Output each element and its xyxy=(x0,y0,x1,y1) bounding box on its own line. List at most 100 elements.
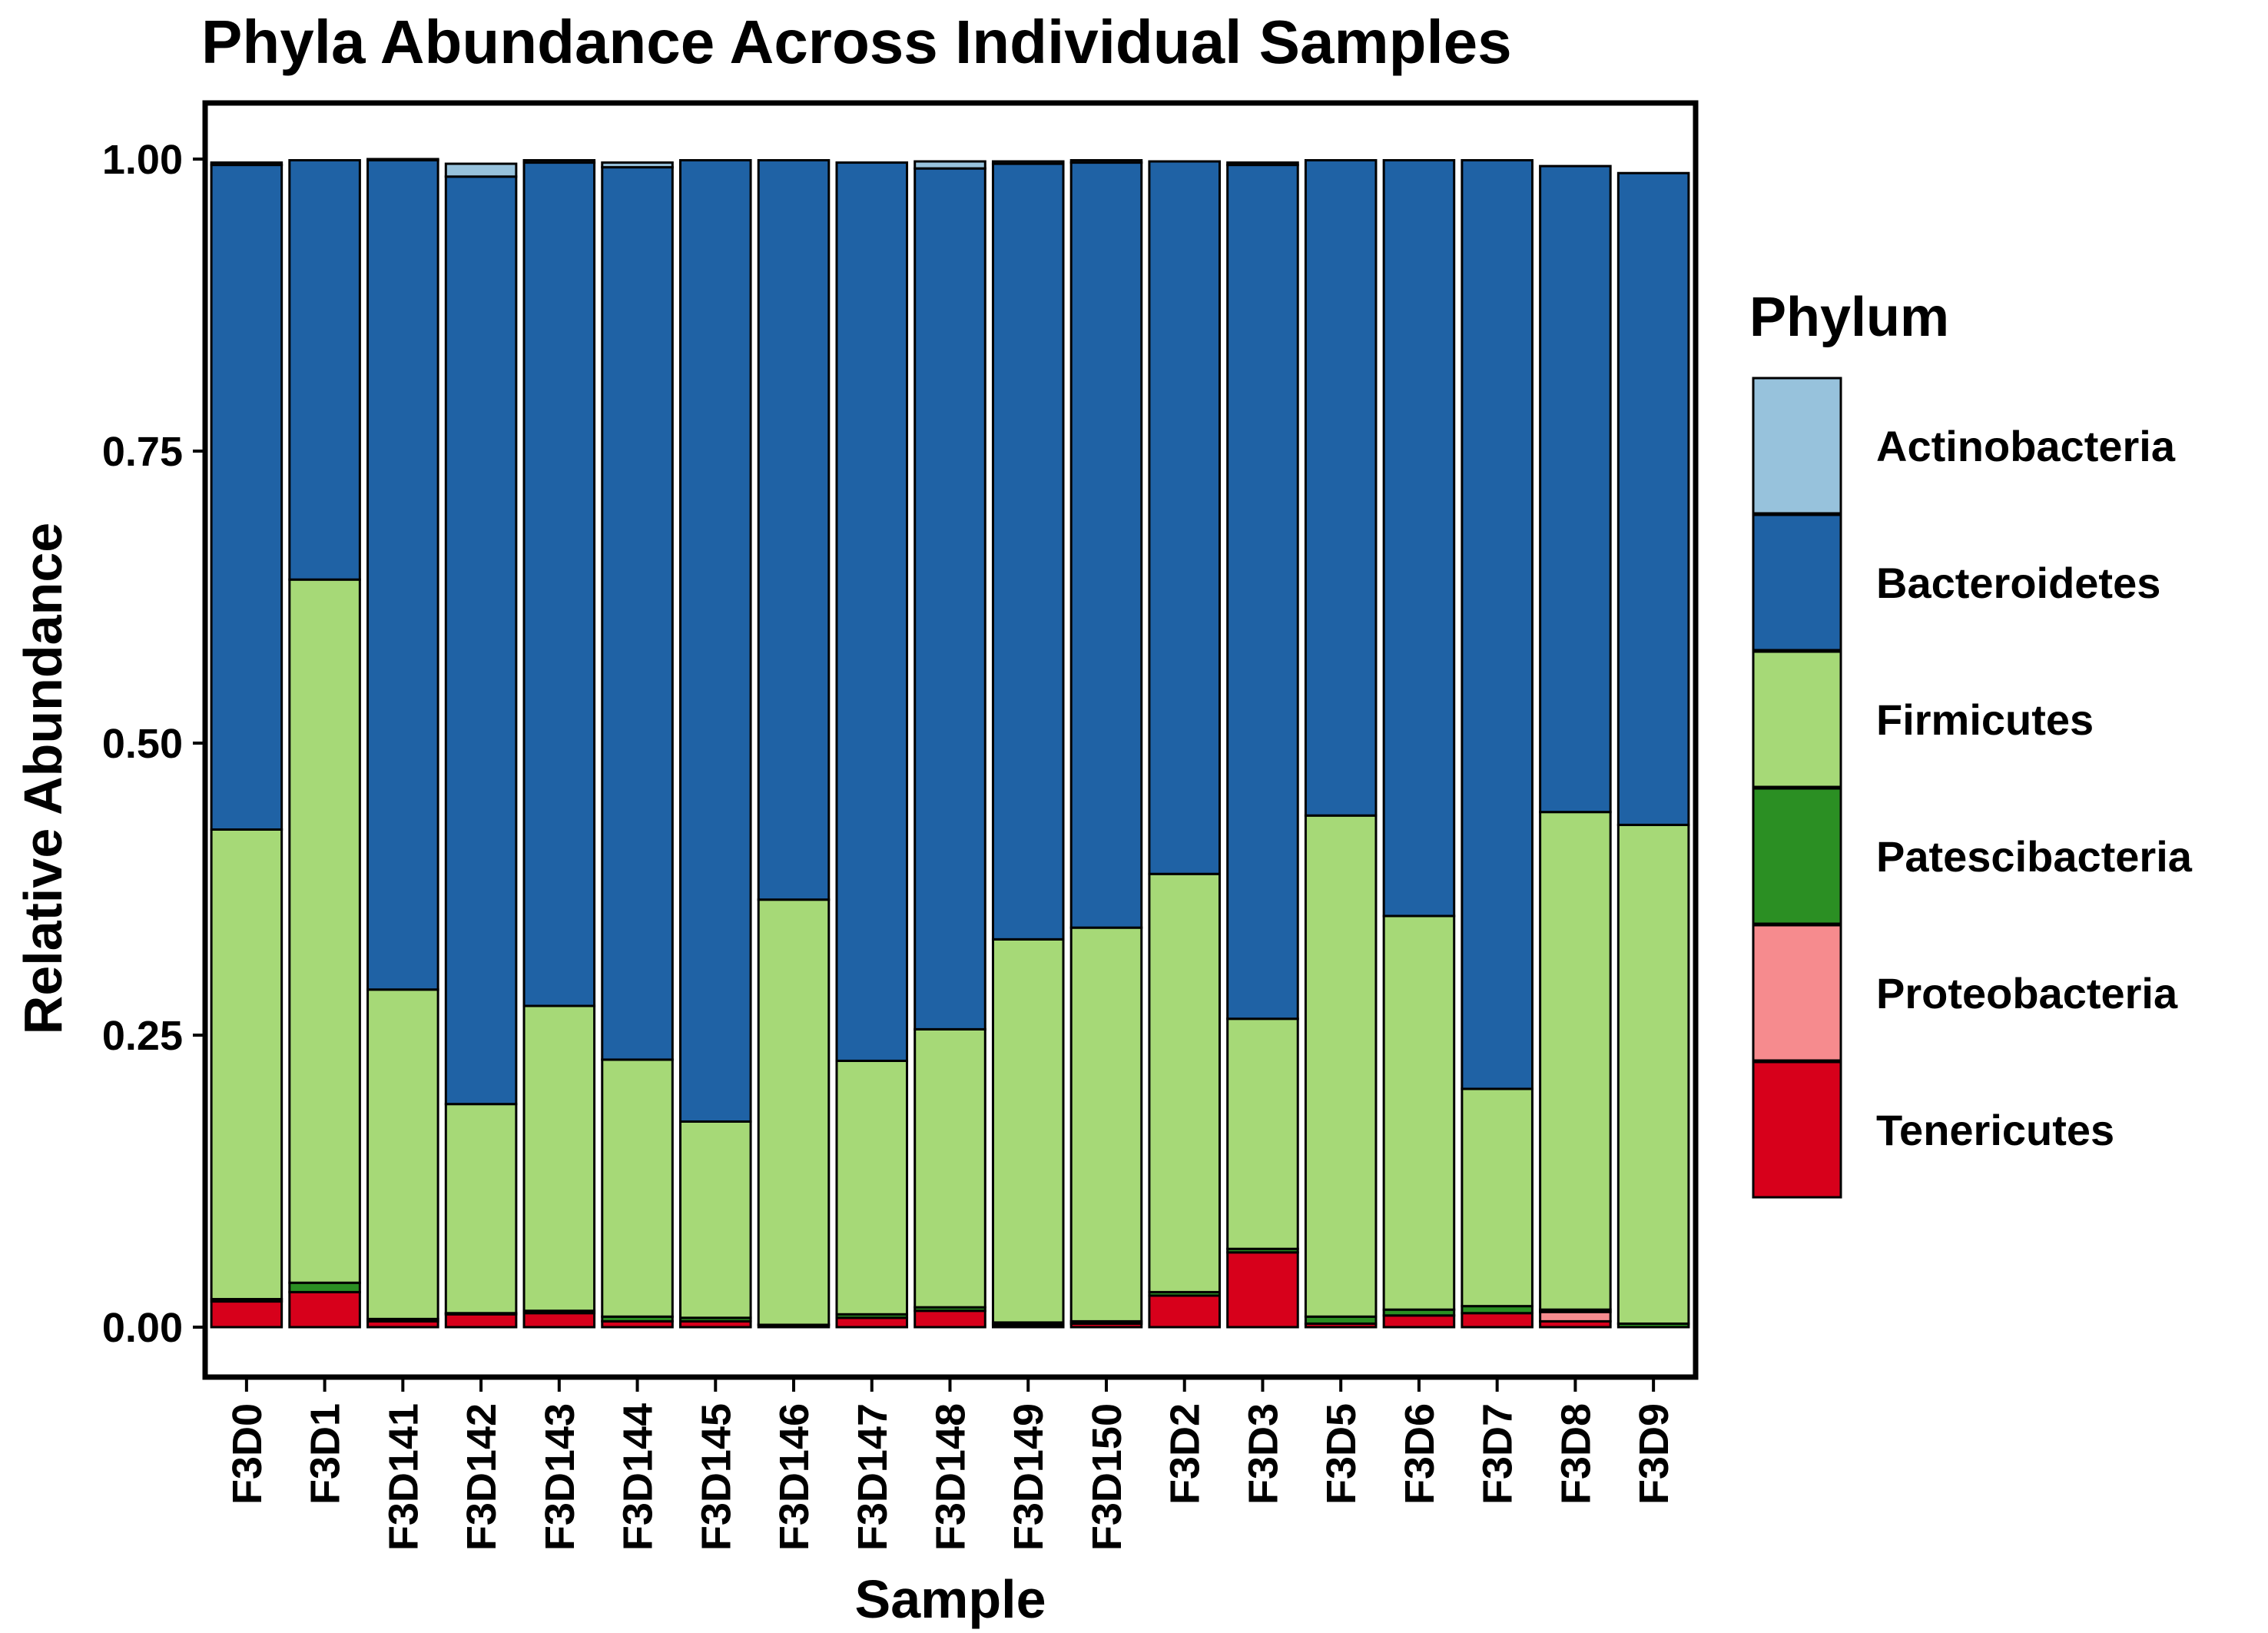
y-axis-title: Relative Abundance xyxy=(13,523,73,1034)
x-tick-label-f3d143: F3D143 xyxy=(537,1403,583,1551)
bar-f3d146-firmicutes xyxy=(757,898,831,1326)
x-tick-label-f3d145: F3D145 xyxy=(693,1403,739,1551)
bar-f3d142-tenericutes xyxy=(444,1313,518,1329)
bar-f3d142-firmicutes xyxy=(444,1103,518,1315)
plot-panel-border xyxy=(202,100,1699,1380)
bar-f3d1-tenericutes xyxy=(288,1290,361,1329)
bar-f3d0-tenericutes xyxy=(210,1300,284,1329)
bar-f3d150-bacteroidetes xyxy=(1069,161,1143,929)
legend-key-firmicutes xyxy=(1752,650,1842,788)
x-tick-label-f3d150: F3D150 xyxy=(1084,1403,1130,1551)
bar-f3d147-bacteroidetes xyxy=(835,161,909,1062)
bar-f3d143-actinobacteria xyxy=(522,159,596,164)
bar-f3d1-patescibacteria xyxy=(288,1281,361,1293)
bar-f3d3-firmicutes xyxy=(1226,1017,1299,1250)
x-tick-label-f3d142: F3D142 xyxy=(459,1403,505,1551)
x-tick-label-f3d147: F3D147 xyxy=(850,1403,896,1551)
legend-key-tenericutes xyxy=(1752,1060,1842,1199)
bar-f3d141-bacteroidetes xyxy=(366,159,439,991)
chart-title: Phyla Abundance Across Individual Sample… xyxy=(201,8,1512,76)
x-tick-label-f3d0: F3D0 xyxy=(224,1403,270,1505)
legend-key-patescibacteria xyxy=(1752,787,1842,925)
legend-label-tenericutes: Tenericutes xyxy=(1876,1106,2114,1154)
bar-f3d143-bacteroidetes xyxy=(522,161,596,1007)
bar-f3d0-firmicutes xyxy=(210,828,284,1301)
bar-f3d148-bacteroidetes xyxy=(914,167,986,1031)
bar-f3d142-actinobacteria xyxy=(444,162,518,178)
x-tick-label-f3d8: F3D8 xyxy=(1553,1403,1599,1505)
bar-f3d144-actinobacteria xyxy=(601,161,674,169)
bar-f3d3-actinobacteria xyxy=(1226,161,1299,167)
bar-f3d148-firmicutes xyxy=(914,1027,986,1309)
legend-key-bacteroidetes xyxy=(1752,513,1842,652)
bar-f3d7-bacteroidetes xyxy=(1461,159,1534,1090)
legend-label-actinobacteria: Actinobacteria xyxy=(1876,422,2176,470)
x-tick-label-f3d7: F3D7 xyxy=(1475,1403,1521,1505)
bar-f3d147-firmicutes xyxy=(835,1059,909,1316)
bar-f3d144-firmicutes xyxy=(601,1058,674,1318)
x-tick-label-f3d141: F3D141 xyxy=(380,1403,426,1551)
bar-f3d149-firmicutes xyxy=(991,938,1065,1324)
bar-f3d8-bacteroidetes xyxy=(1539,164,1612,814)
bar-f3d9-firmicutes xyxy=(1616,823,1690,1325)
bar-f3d144-bacteroidetes xyxy=(601,166,674,1061)
x-tick-label-f3d149: F3D149 xyxy=(1006,1403,1052,1551)
bar-f3d149-actinobacteria xyxy=(991,160,1065,165)
x-tick-label-f3d2: F3D2 xyxy=(1162,1403,1209,1505)
bar-f3d150-actinobacteria xyxy=(1069,159,1143,164)
legend-key-actinobacteria xyxy=(1752,377,1842,515)
y-tick-label: 0.50 xyxy=(102,721,183,767)
x-tick-label-f3d1: F3D1 xyxy=(303,1403,349,1505)
bar-f3d7-firmicutes xyxy=(1461,1087,1534,1308)
bar-f3d6-firmicutes xyxy=(1382,914,1456,1311)
bar-f3d9-bacteroidetes xyxy=(1616,171,1690,826)
bar-f3d145-firmicutes xyxy=(679,1120,752,1319)
legend-key-proteobacteria xyxy=(1752,924,1842,1062)
bar-f3d141-firmicutes xyxy=(366,988,439,1320)
bar-f3d148-tenericutes xyxy=(914,1309,986,1329)
x-tick-label-f3d148: F3D148 xyxy=(928,1403,974,1551)
bar-f3d6-bacteroidetes xyxy=(1382,159,1456,918)
legend: Phylum Actinobacteria Bacteroidetes Firmic… xyxy=(1749,287,2193,1199)
bar-f3d146-bacteroidetes xyxy=(757,159,831,901)
bar-f3d150-firmicutes xyxy=(1069,926,1143,1323)
bar-f3d0-actinobacteria xyxy=(210,161,284,167)
bar-f3d3-bacteroidetes xyxy=(1226,164,1299,1021)
bar-f3d8-firmicutes xyxy=(1539,811,1612,1311)
bar-f3d143-firmicutes xyxy=(522,1004,596,1313)
bar-f3d3-tenericutes xyxy=(1226,1251,1299,1329)
bar-f3d8-proteobacteria xyxy=(1539,1310,1612,1323)
y-axis: 0.00 0.25 0.50 0.75 1.00 xyxy=(102,137,205,1351)
bars-group xyxy=(210,158,1690,1329)
bar-f3d5-firmicutes xyxy=(1304,814,1378,1318)
x-tick-label-f3d5: F3D5 xyxy=(1318,1403,1364,1505)
x-tick-label-f3d9: F3D9 xyxy=(1631,1403,1677,1505)
x-tick-label-f3d146: F3D146 xyxy=(771,1403,817,1551)
bar-f3d2-firmicutes xyxy=(1148,872,1221,1293)
bar-f3d142-bacteroidetes xyxy=(444,175,518,1106)
legend-label-proteobacteria: Proteobacteria xyxy=(1876,969,2178,1017)
bar-f3d5-bacteroidetes xyxy=(1304,159,1378,817)
bar-f3d7-tenericutes xyxy=(1461,1312,1534,1329)
bar-f3d143-tenericutes xyxy=(522,1312,596,1329)
bar-f3d141-actinobacteria xyxy=(366,158,439,162)
legend-label-firmicutes: Firmicutes xyxy=(1876,695,2094,744)
bar-f3d6-tenericutes xyxy=(1382,1314,1456,1329)
x-tick-label-f3d6: F3D6 xyxy=(1397,1403,1443,1505)
bar-f3d0-bacteroidetes xyxy=(210,164,284,831)
bar-f3d1-bacteroidetes xyxy=(288,159,361,581)
x-tick-label-f3d144: F3D144 xyxy=(615,1403,662,1551)
y-tick-label: 0.75 xyxy=(102,429,183,475)
bar-f3d2-bacteroidetes xyxy=(1148,160,1221,875)
y-tick-label: 1.00 xyxy=(102,137,183,183)
bar-f3d148-actinobacteria xyxy=(914,160,986,170)
bar-f3d149-bacteroidetes xyxy=(991,162,1065,941)
bar-f3d1-firmicutes xyxy=(288,578,361,1284)
x-axis: F3D0 F3D1 F3D141 F3D142 F3D143 F3D144 F3D145 F3… xyxy=(224,1379,1677,1551)
bar-f3d145-bacteroidetes xyxy=(679,159,752,1123)
bar-f3d2-tenericutes xyxy=(1148,1294,1221,1329)
legend-title: Phylum xyxy=(1749,287,1949,348)
x-axis-title: Sample xyxy=(855,1569,1046,1629)
legend-label-bacteroidetes: Bacteroidetes xyxy=(1876,559,2160,607)
